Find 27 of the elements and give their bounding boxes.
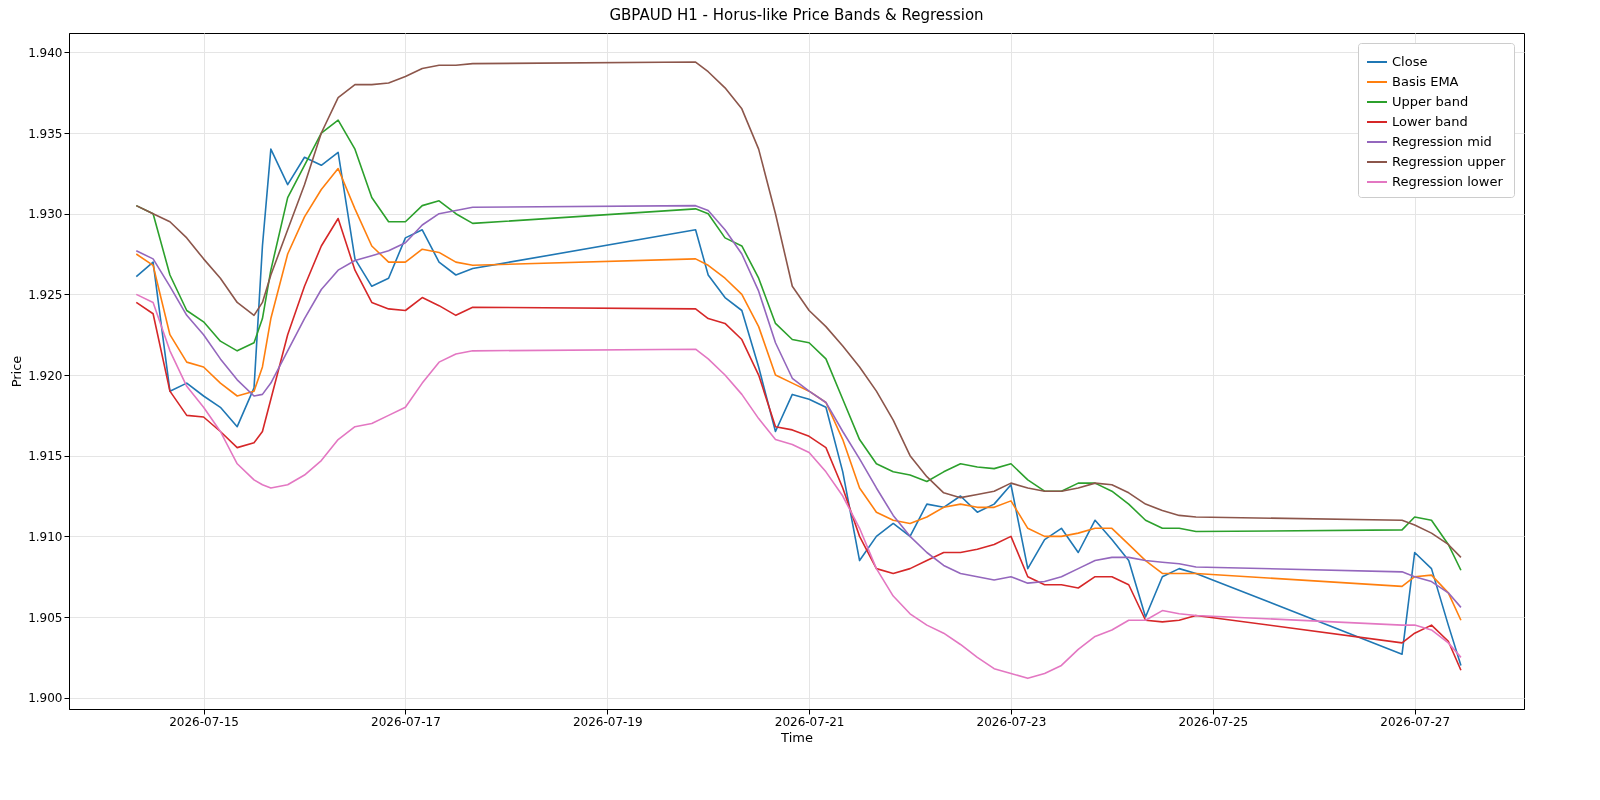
line-series: [135, 293, 1462, 680]
legend-label: Upper band: [1392, 94, 1469, 109]
legend-label: Basis EMA: [1392, 74, 1459, 89]
x-tick-label: 2026-07-27: [1380, 714, 1451, 729]
x-tick-label: 2026-07-23: [976, 714, 1047, 729]
legend-label: Close: [1392, 54, 1428, 69]
x-axis-title: Time: [780, 729, 813, 745]
y-tick-label: 1.915: [28, 449, 63, 464]
x-tick-label: 2026-07-25: [1178, 714, 1249, 729]
x-tick-label: 2026-07-17: [371, 714, 441, 729]
legend-label: Regression lower: [1392, 174, 1504, 189]
x-tick-label: 2026-07-19: [572, 714, 643, 729]
y-tick-label: 1.910: [28, 529, 63, 544]
x-tick-label: 2026-07-21: [774, 714, 845, 729]
y-tick-label: 1.905: [28, 610, 63, 625]
y-tick-label: 1.925: [28, 287, 63, 302]
legend-label: Regression upper: [1392, 154, 1506, 169]
x-tick-label: 2026-07-15: [169, 714, 239, 729]
y-tick-label: 1.930: [28, 207, 63, 222]
y-axis-title: Price: [9, 355, 25, 388]
legend-label: Lower band: [1392, 114, 1468, 129]
y-tick-label: 1.935: [28, 126, 63, 141]
y-tick-label: 1.900: [28, 691, 63, 706]
y-tick-label: 1.920: [28, 368, 63, 383]
legend-label: Regression mid: [1392, 134, 1492, 149]
y-tick-label: 1.940: [28, 45, 63, 60]
chart-title: GBPAUD H1 - Horus-like Price Bands & Regression: [609, 6, 984, 24]
